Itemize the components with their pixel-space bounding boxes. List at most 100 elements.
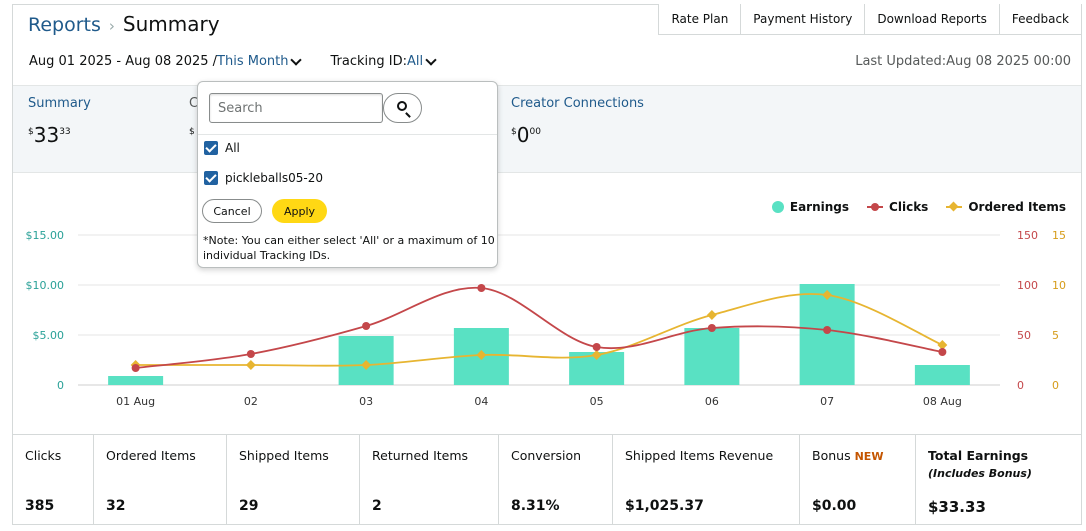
period-dropdown[interactable]: This Month: [217, 54, 289, 69]
earnings-bar: [799, 284, 855, 385]
ordered-items-point: [245, 360, 256, 370]
creator-connections-value: $ 0 00: [511, 123, 644, 147]
option-tracking-id[interactable]: pickleballs05-20: [204, 171, 323, 185]
ordered-items-point: [937, 340, 948, 350]
right-axis-tick: 150: [1017, 229, 1038, 242]
breadcrumb-reports-link[interactable]: Reports: [28, 14, 101, 36]
earnings-bar: [684, 328, 740, 385]
breadcrumb-separator: ›: [108, 17, 115, 35]
apply-button[interactable]: Apply: [272, 199, 327, 223]
x-axis-tick: 02: [244, 395, 258, 408]
right-axis-tick: 0: [1017, 379, 1024, 392]
stat-total-earnings: Total Earnings (Includes Bonus) $33.33: [916, 435, 1081, 525]
stat-value: $33.33: [928, 498, 986, 516]
clicks-point: [823, 326, 832, 334]
top-tabs: Rate Plan Payment History Download Repor…: [658, 4, 1082, 35]
popup-divider: [198, 134, 497, 135]
ordered-items-point: [822, 290, 833, 300]
partial-card-label: C: [189, 96, 199, 111]
checkbox-checked-icon[interactable]: [204, 141, 218, 155]
stat-label: Ordered Items: [106, 448, 196, 463]
x-axis-tick: 06: [705, 395, 719, 408]
earnings-bar: [914, 365, 970, 385]
right-axis-tick: 0: [1052, 379, 1059, 392]
stat-value: 32: [106, 498, 126, 514]
x-axis-tick: 01 Aug: [116, 395, 155, 408]
left-axis-tick: $5.00: [33, 329, 65, 342]
option-label: All: [225, 141, 240, 155]
stat-value: $1,025.37: [625, 498, 704, 514]
summary-card-value: $ 33 33: [28, 123, 91, 147]
summary-card-label: Summary: [28, 96, 91, 111]
clicks-point: [477, 284, 486, 292]
chart-legend: Earnings Clicks Ordered Items: [754, 200, 1066, 214]
stat-value: 8.31%: [511, 498, 560, 514]
tab-payment-history[interactable]: Payment History: [740, 4, 865, 35]
clicks-point: [592, 343, 601, 351]
right-axis-tick: 10: [1052, 279, 1066, 292]
value-cents: 00: [529, 127, 541, 137]
tab-feedback[interactable]: Feedback: [998, 4, 1082, 35]
stat-value: $0.00: [812, 498, 857, 514]
partial-card-value: $: [189, 123, 198, 137]
page-title: Summary: [122, 12, 220, 36]
tracking-search-input[interactable]: [209, 93, 383, 123]
legend-ordered-items[interactable]: Ordered Items: [946, 200, 1066, 214]
ordered-items-point: [706, 310, 717, 320]
checkbox-checked-icon[interactable]: [204, 171, 218, 185]
right-axis-tick: 100: [1017, 279, 1038, 292]
clicks-swatch-icon: [867, 203, 884, 211]
creator-connections-label: Creator Connections: [511, 96, 644, 111]
stat-value: 2: [372, 498, 382, 514]
stat-label: Bonus NEW: [812, 448, 883, 463]
stat-label: Returned Items: [372, 448, 469, 463]
option-label: pickleballs05-20: [225, 171, 323, 185]
stat-value: 385: [25, 498, 55, 514]
tracking-id-dropdown[interactable]: All: [406, 54, 424, 69]
last-updated: Last Updated:Aug 08 2025 00:00: [855, 54, 1071, 69]
search-icon: [397, 101, 407, 111]
right-axis-tick: 50: [1017, 329, 1031, 342]
earnings-bar: [108, 376, 164, 385]
stats-row: Clicks 385 Ordered Items 32 Shipped Item…: [13, 434, 1081, 525]
clicks-point: [362, 322, 371, 330]
total-earnings-sub: (Includes Bonus): [928, 467, 1032, 480]
ordered-items-point: [591, 350, 602, 360]
stat-clicks: Clicks 385: [13, 435, 94, 525]
x-axis-tick: 03: [359, 395, 373, 408]
left-axis-tick: $15.00: [26, 229, 65, 242]
partial-card[interactable]: C $: [189, 96, 198, 137]
right-axis-tick: 5: [1052, 329, 1059, 342]
popup-note: *Note: You can either select 'All' or a …: [203, 234, 495, 262]
stat-label: Shipped Items: [239, 448, 329, 463]
x-axis-tick: 07: [820, 395, 834, 408]
cancel-button[interactable]: Cancel: [202, 199, 262, 223]
currency-symbol: $: [511, 127, 517, 137]
tab-download-reports[interactable]: Download Reports: [864, 4, 999, 35]
ordered-swatch-icon: [946, 201, 963, 212]
creator-connections-card[interactable]: Creator Connections $ 0 00: [511, 96, 644, 147]
tab-rate-plan[interactable]: Rate Plan: [658, 4, 741, 35]
value-whole: 0: [516, 123, 530, 147]
stat-bonus: Bonus NEW $0.00: [800, 435, 916, 525]
left-axis-tick: $10.00: [26, 279, 65, 292]
ordered-items-point: [361, 360, 372, 370]
stat-label: Shipped Items Revenue: [625, 448, 774, 463]
summary-card[interactable]: Summary $ 33 33: [28, 96, 91, 147]
option-all[interactable]: All: [204, 141, 240, 155]
legend-clicks-label: Clicks: [889, 200, 929, 214]
stat-label: Total Earnings (Includes Bonus): [928, 448, 1032, 480]
left-axis-tick: 0: [57, 379, 64, 392]
x-axis-tick: 04: [474, 395, 488, 408]
currency-symbol: $: [28, 127, 34, 137]
legend-clicks[interactable]: Clicks: [867, 200, 928, 214]
value-whole: 33: [33, 123, 60, 147]
value-cents: 33: [59, 127, 71, 137]
new-badge: NEW: [854, 450, 884, 463]
tracking-id-label: Tracking ID:: [330, 54, 407, 69]
legend-earnings[interactable]: Earnings: [771, 200, 849, 214]
search-button[interactable]: [383, 93, 422, 123]
right-axis-tick: 15: [1052, 229, 1066, 242]
stat-shipped-revenue: Shipped Items Revenue $1,025.37: [613, 435, 800, 525]
